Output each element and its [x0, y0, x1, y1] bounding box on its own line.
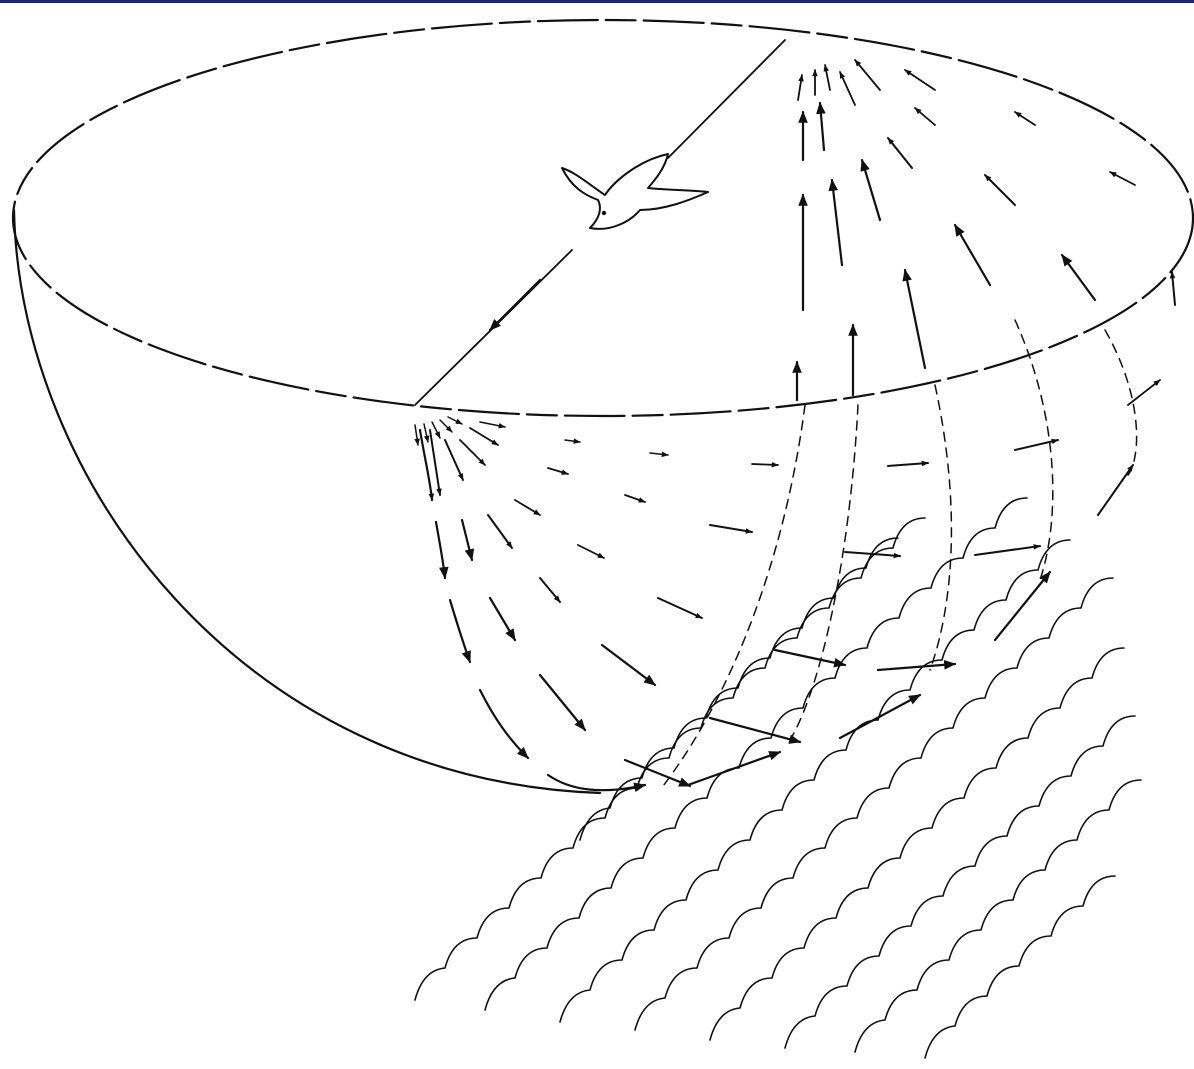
top-rule: [0, 0, 1194, 3]
sink-arrows: [797, 59, 1136, 186]
bird-icon: [561, 153, 709, 230]
axis-line: [414, 39, 786, 406]
front-meridian-arrows: [414, 379, 1161, 793]
hemisphere-rim: [12, 18, 1194, 418]
waves: [414, 497, 1142, 1059]
upward-flow-arrows: [792, 101, 1176, 402]
hemisphere-outline: [12, 208, 602, 795]
